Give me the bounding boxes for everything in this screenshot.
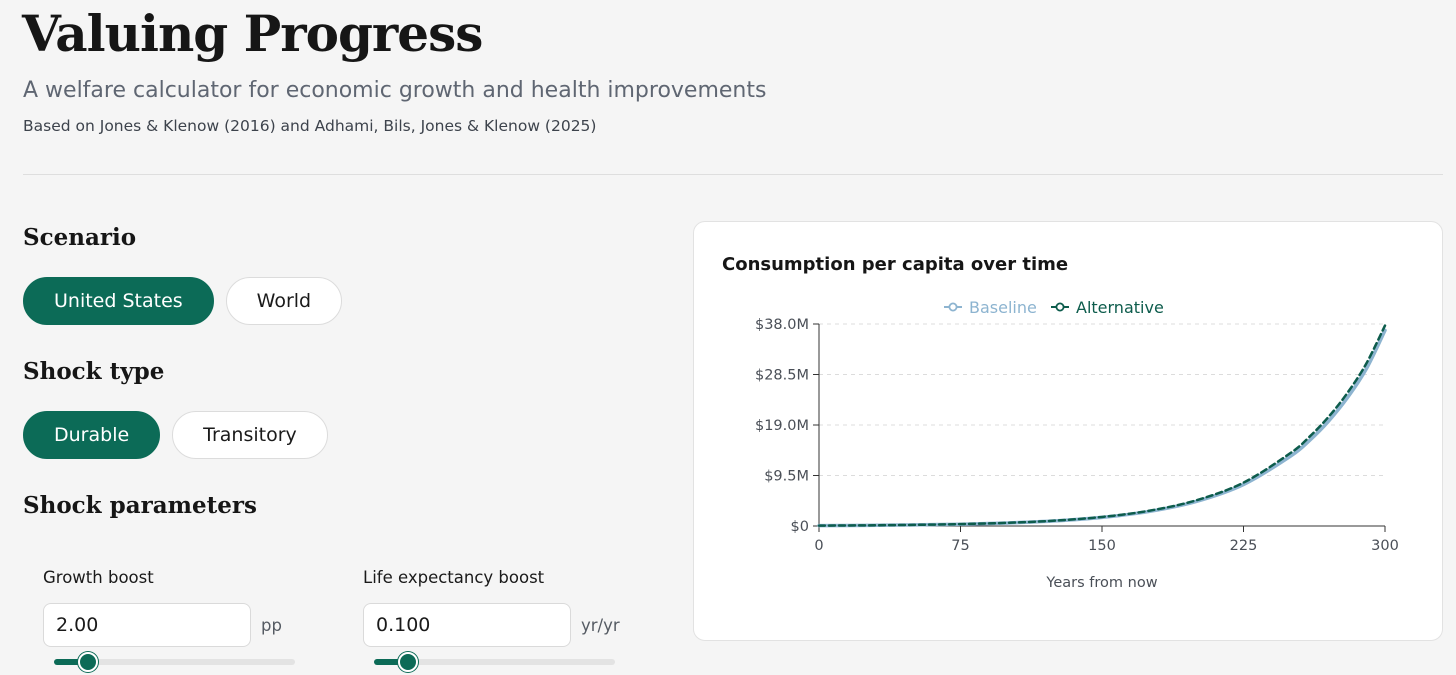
- shock-type-transitory-button[interactable]: Transitory: [172, 411, 328, 459]
- y-tick-label: $38.0M: [755, 317, 809, 333]
- page-title: Valuing Progress: [22, 4, 483, 63]
- page-subtitle: A welfare calculator for economic growth…: [23, 78, 767, 103]
- life-expectancy-boost-slider-thumb[interactable]: [397, 652, 418, 672]
- consumption-chart-card: Consumption per capita over time $0 $9.5M…: [693, 221, 1443, 641]
- growth-boost-slider[interactable]: [54, 652, 295, 672]
- x-tick-label: 225: [1230, 538, 1258, 554]
- growth-boost-slider-thumb[interactable]: [77, 652, 98, 672]
- shock-type-heading: Shock type: [23, 358, 165, 385]
- scenario-world-button[interactable]: World: [225, 277, 343, 325]
- citation-text: Based on Jones & Klenow (2016) and Adham…: [23, 117, 597, 135]
- chart-title: Consumption per capita over time: [722, 254, 1069, 275]
- legend-item-alternative: Alternative: [1051, 298, 1164, 317]
- x-tick-label: 150: [1088, 538, 1116, 554]
- header-divider: [23, 174, 1443, 175]
- legend-item-baseline: Baseline: [944, 298, 1037, 317]
- x-tick-label: 300: [1371, 538, 1399, 554]
- life-expectancy-boost-slider-fill: [374, 659, 408, 665]
- scenario-toggle-group: United States World: [23, 277, 343, 325]
- shock-type-toggle-group: Durable Transitory: [23, 411, 328, 459]
- y-tick-label: $9.5M: [764, 469, 809, 485]
- x-tick-label: 75: [951, 538, 969, 554]
- legend-label-baseline: Baseline: [969, 298, 1037, 317]
- growth-boost-input[interactable]: [43, 603, 251, 647]
- x-tick-label: 0: [814, 538, 823, 554]
- alternative-series-line: [817, 324, 1387, 527]
- y-tick-label: $28.5M: [755, 368, 809, 384]
- x-axis-label: Years from now: [1045, 575, 1157, 591]
- consumption-chart: $0 $9.5M $19.0M $28.5M $38.0M 0 75 150 225 300 Yea…: [755, 298, 1399, 591]
- y-tick-label: $0: [791, 519, 809, 535]
- shock-parameters-heading: Shock parameters: [23, 492, 257, 519]
- baseline-series-line: [817, 328, 1387, 528]
- legend-label-alternative: Alternative: [1076, 298, 1164, 317]
- scenario-heading: Scenario: [23, 224, 137, 251]
- shock-type-durable-button[interactable]: Durable: [23, 411, 161, 459]
- legend-swatch-marker: [1055, 302, 1065, 312]
- growth-boost-unit: pp: [261, 616, 282, 635]
- life-expectancy-boost-label: Life expectancy boost: [363, 568, 545, 587]
- life-expectancy-boost-input[interactable]: [363, 603, 571, 647]
- legend-swatch-marker: [948, 302, 958, 312]
- life-expectancy-boost-unit: yr/yr: [581, 616, 620, 635]
- life-expectancy-boost-slider[interactable]: [374, 652, 615, 672]
- scenario-united-states-button[interactable]: United States: [23, 277, 214, 325]
- growth-boost-label: Growth boost: [43, 568, 154, 587]
- y-tick-label: $19.0M: [755, 418, 809, 434]
- growth-boost-slider-fill: [54, 659, 88, 665]
